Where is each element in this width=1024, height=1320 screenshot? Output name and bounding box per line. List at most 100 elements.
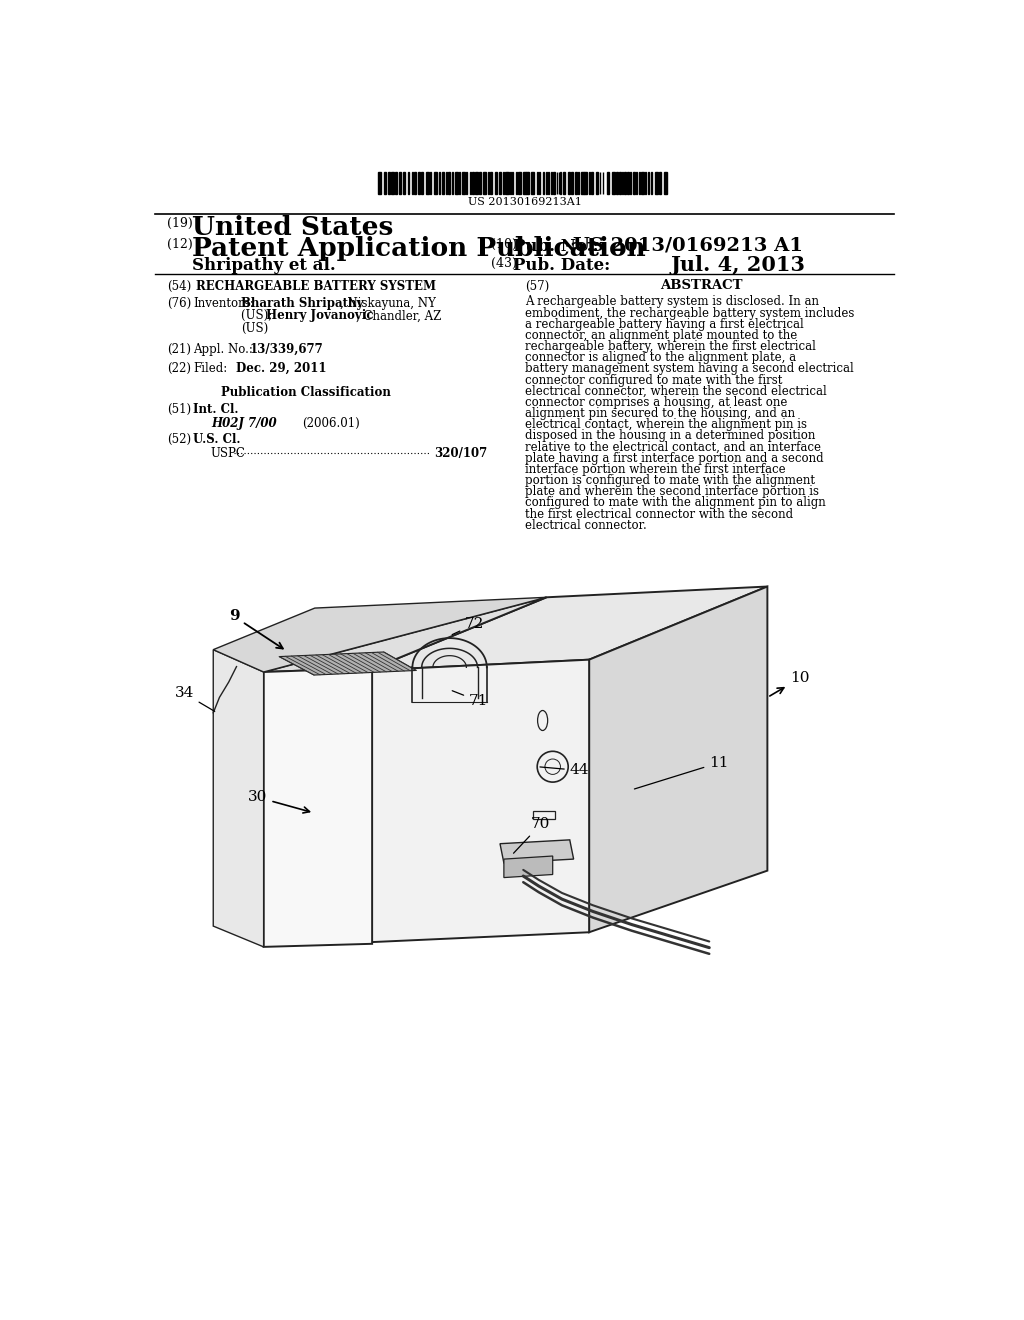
Text: , Niskayuna, NY: , Niskayuna, NY (340, 297, 436, 310)
Bar (618, 172, 622, 194)
Bar (537, 172, 538, 194)
Text: Pub. No.:: Pub. No.: (513, 238, 599, 255)
Bar (479, 172, 481, 194)
Text: Pub. Date:: Pub. Date: (513, 257, 610, 275)
Polygon shape (500, 840, 573, 863)
Bar (459, 172, 460, 194)
Text: the first electrical connector with the second: the first electrical connector with the … (524, 508, 793, 520)
Bar (596, 172, 598, 194)
Bar (582, 172, 584, 194)
Bar (512, 172, 513, 194)
Bar (571, 172, 573, 194)
Bar (412, 172, 414, 194)
Bar (628, 172, 629, 194)
Text: US 2013/0169213 A1: US 2013/0169213 A1 (572, 236, 803, 255)
Text: 9: 9 (228, 610, 283, 648)
Text: plate and wherein the second interface portion is: plate and wherein the second interface p… (524, 486, 819, 498)
Text: 70: 70 (513, 817, 550, 853)
Text: embodiment, the rechargeable battery system includes: embodiment, the rechargeable battery sys… (524, 306, 854, 319)
Bar (499, 172, 501, 194)
Bar (384, 172, 386, 194)
Text: (57): (57) (524, 280, 549, 293)
Bar (575, 172, 578, 194)
Bar (612, 172, 615, 194)
Text: electrical contact, wherein the alignment pin is: electrical contact, wherein the alignmen… (524, 418, 807, 432)
Text: electrical connector.: electrical connector. (524, 519, 646, 532)
Bar (475, 172, 478, 194)
Text: 10: 10 (770, 671, 810, 696)
Text: ABSTRACT: ABSTRACT (660, 279, 742, 292)
Bar (625, 172, 626, 194)
Text: 13/339,677: 13/339,677 (250, 343, 324, 356)
Bar (630, 172, 631, 194)
Text: connector, an alignment plate mounted to the: connector, an alignment plate mounted to… (524, 329, 797, 342)
Bar (526, 172, 527, 194)
Text: Inventors:: Inventors: (194, 297, 254, 310)
Text: (43): (43) (490, 257, 516, 271)
Bar (534, 812, 555, 818)
Bar (442, 172, 443, 194)
Text: (21): (21) (167, 343, 190, 356)
Bar (639, 172, 640, 194)
Polygon shape (263, 597, 547, 672)
Text: Dec. 29, 2011: Dec. 29, 2011 (237, 362, 327, 375)
Bar (554, 172, 555, 194)
Text: (76): (76) (167, 297, 191, 310)
Bar (466, 172, 467, 194)
Text: Shripathy et al.: Shripathy et al. (191, 257, 335, 275)
Text: Patent Application Publication: Patent Application Publication (191, 236, 645, 261)
Bar (641, 172, 644, 194)
Bar (507, 172, 509, 194)
Bar (488, 172, 489, 194)
Bar (523, 172, 525, 194)
Text: Publication Classification: Publication Classification (221, 385, 391, 399)
Text: 34: 34 (174, 686, 215, 711)
Text: 72: 72 (453, 618, 484, 635)
Bar (418, 172, 420, 194)
Polygon shape (213, 649, 263, 946)
Bar (456, 172, 458, 194)
Bar (585, 172, 587, 194)
Bar (591, 172, 593, 194)
Text: (19): (19) (167, 216, 193, 230)
Polygon shape (213, 597, 547, 672)
Bar (510, 172, 511, 194)
Text: (12): (12) (167, 238, 193, 251)
Polygon shape (263, 668, 372, 946)
Text: connector is aligned to the alignment plate, a: connector is aligned to the alignment pl… (524, 351, 796, 364)
Bar (421, 172, 423, 194)
Bar (505, 172, 507, 194)
Text: Jul. 4, 2013: Jul. 4, 2013 (671, 255, 806, 275)
Text: portion is configured to mate with the alignment: portion is configured to mate with the a… (524, 474, 815, 487)
Text: , Chandler, AZ: , Chandler, AZ (356, 309, 441, 322)
Bar (472, 172, 474, 194)
Text: US 20130169213A1: US 20130169213A1 (468, 197, 582, 207)
Text: 320/107: 320/107 (434, 447, 487, 461)
Text: Bharath Shripathy: Bharath Shripathy (241, 297, 364, 310)
Bar (563, 172, 565, 194)
Polygon shape (369, 660, 589, 942)
Text: RECHARGEABLE BATTERY SYSTEM: RECHARGEABLE BATTERY SYSTEM (197, 280, 436, 293)
Text: Int. Cl.: Int. Cl. (194, 404, 239, 416)
Polygon shape (589, 586, 767, 932)
Text: H02J 7/00: H02J 7/00 (211, 417, 276, 430)
Bar (665, 172, 668, 194)
Text: configured to mate with the alignment pin to align: configured to mate with the alignment pi… (524, 496, 825, 510)
Text: interface portion wherein the first interface: interface portion wherein the first inte… (524, 463, 785, 477)
Bar (495, 172, 497, 194)
Bar (546, 172, 547, 194)
Bar (430, 172, 431, 194)
Bar (449, 172, 450, 194)
Text: United States: United States (191, 215, 393, 240)
Text: Henry Jovanovic: Henry Jovanovic (266, 309, 374, 322)
Bar (399, 172, 401, 194)
Bar (568, 172, 570, 194)
Bar (414, 172, 416, 194)
Text: electrical connector, wherein the second electrical: electrical connector, wherein the second… (524, 385, 826, 397)
Text: (52): (52) (167, 433, 190, 446)
Bar (378, 172, 381, 194)
Text: (22): (22) (167, 362, 190, 375)
Text: rechargeable battery, wherein the first electrical: rechargeable battery, wherein the first … (524, 341, 816, 354)
Text: (10): (10) (490, 238, 516, 251)
Bar (434, 172, 437, 194)
